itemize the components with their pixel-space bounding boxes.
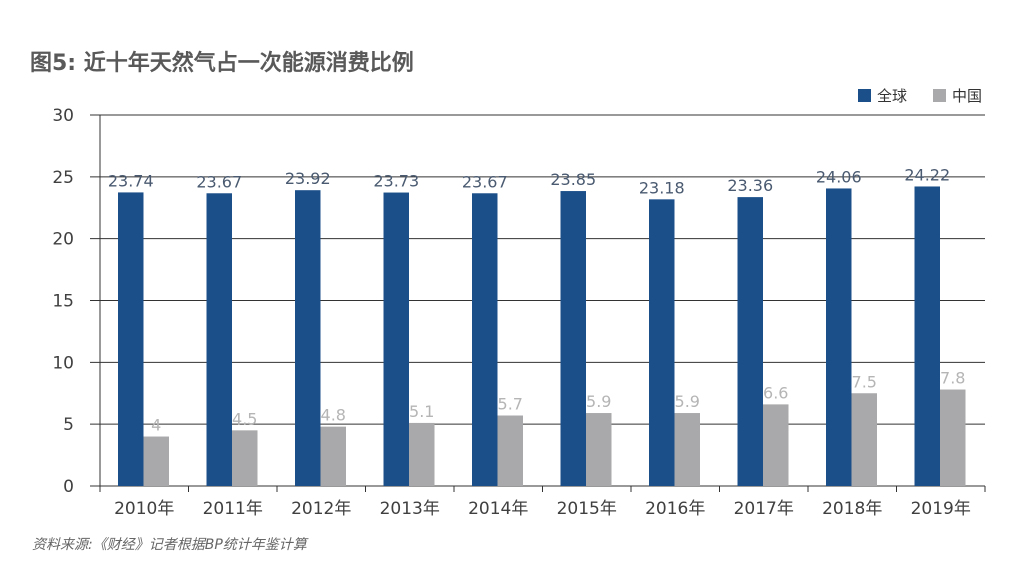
bar: [383, 192, 409, 486]
data-label: 24.22: [904, 165, 950, 184]
bar: [118, 192, 144, 486]
data-label: 7.8: [940, 369, 965, 388]
x-tick-label: 2010年: [114, 499, 174, 519]
data-label: 23.36: [727, 176, 773, 195]
data-label: 5.1: [409, 402, 434, 421]
data-label: 23.74: [108, 171, 154, 190]
data-label: 23.18: [639, 178, 685, 197]
data-label: 23.92: [285, 169, 331, 188]
x-tick-label: 2018年: [822, 499, 882, 519]
legend-label: 全球: [877, 87, 907, 105]
bar: [649, 199, 675, 486]
y-tick-label: 30: [52, 106, 74, 126]
bar: [940, 389, 966, 486]
y-tick-label: 10: [52, 353, 74, 373]
legend-label: 中国: [952, 87, 982, 105]
bar: [206, 193, 232, 486]
y-tick-label: 15: [52, 292, 74, 312]
x-tick-label: 2014年: [468, 499, 528, 519]
data-label: 5.9: [586, 392, 611, 411]
source-note: 资料来源:《财经》记者根据BP统计年鉴计算: [32, 537, 309, 553]
data-label: 23.67: [462, 172, 508, 191]
y-tick-label: 5: [63, 415, 74, 435]
data-label: 6.6: [763, 383, 788, 402]
bar: [914, 186, 940, 486]
data-label: 5.9: [675, 392, 700, 411]
legend-swatch: [858, 89, 871, 102]
bar: [232, 430, 258, 486]
y-tick-label: 20: [52, 230, 74, 250]
bar: [826, 188, 852, 486]
y-tick-label: 25: [52, 168, 74, 188]
bar: [560, 191, 586, 486]
data-label: 4.5: [232, 409, 257, 428]
x-tick-label: 2011年: [203, 499, 263, 519]
bar: [763, 404, 789, 486]
bar: [674, 413, 700, 486]
data-label: 7.5: [852, 372, 877, 391]
bar: [497, 415, 523, 486]
bar: [409, 422, 435, 486]
bar: [143, 436, 169, 486]
bar: [737, 197, 763, 486]
data-label: 24.06: [816, 167, 862, 186]
x-tick-label: 2012年: [291, 499, 351, 519]
data-label: 23.67: [196, 172, 242, 191]
bar: [586, 413, 612, 486]
bar: [851, 393, 877, 486]
y-tick-label: 0: [63, 477, 74, 497]
data-label: 23.73: [373, 172, 419, 191]
x-tick-label: 2017年: [734, 499, 794, 519]
x-tick-label: 2015年: [557, 499, 617, 519]
bar: [295, 190, 321, 486]
bar: [472, 193, 498, 486]
data-label: 4.8: [321, 406, 346, 425]
data-label: 5.7: [498, 395, 523, 414]
legend-swatch: [933, 89, 946, 102]
x-tick-label: 2013年: [380, 499, 440, 519]
data-label: 4: [151, 416, 161, 435]
legend: 全球 中国: [858, 87, 982, 105]
x-tick-label: 2019年: [911, 499, 971, 519]
x-tick-label: 2016年: [645, 499, 705, 519]
chart-title: 图5: 近十年天然气占一次能源消费比例: [30, 50, 414, 76]
data-label: 23.85: [550, 170, 596, 189]
bar: [320, 426, 346, 486]
